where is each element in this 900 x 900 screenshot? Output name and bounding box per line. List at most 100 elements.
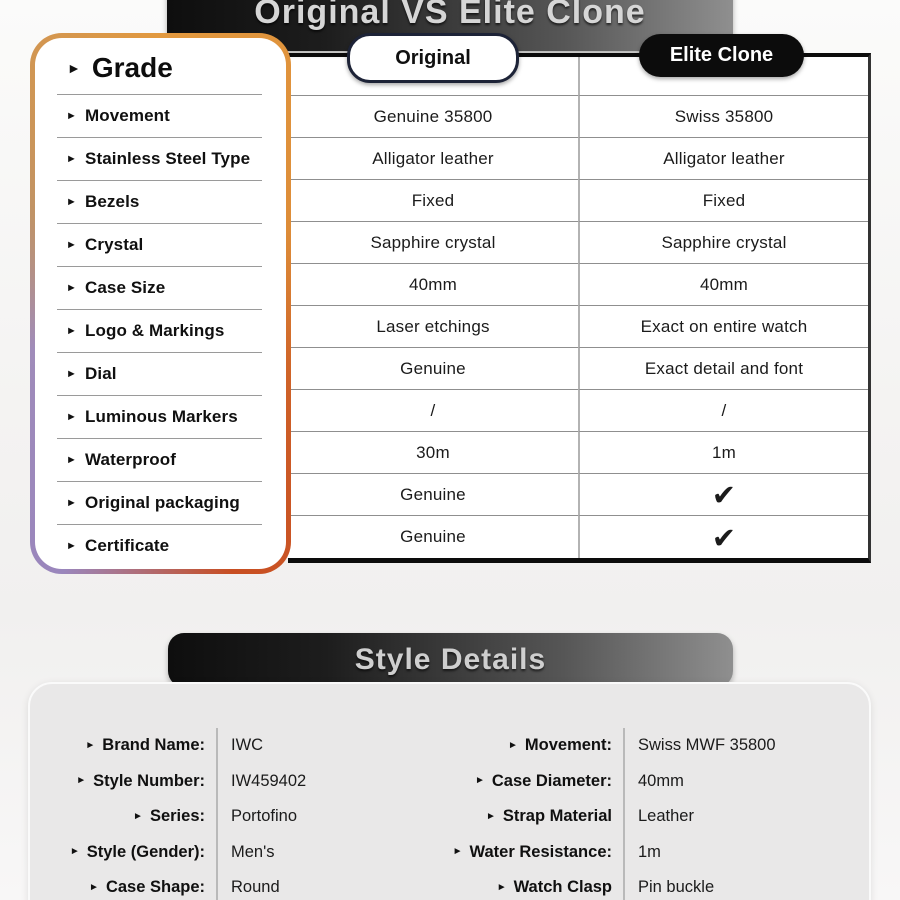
detail-value: IW459402: [216, 763, 446, 799]
grade-panel: ► Grade ► Movement ► Stainless Steel Type ► B…: [30, 33, 291, 574]
detail-value: 1m: [623, 834, 848, 870]
triangle-bullet-icon: ►: [66, 539, 77, 552]
triangle-bullet-icon: ►: [452, 846, 463, 858]
grade-heading: ► Grade: [35, 42, 286, 94]
triangle-bullet-icon: ►: [85, 739, 96, 751]
original-value-cell: 40mm: [288, 264, 578, 306]
grade-item: ► Movement: [57, 94, 262, 137]
triangle-bullet-icon: ►: [89, 881, 99, 893]
style-details-left-column: ► Brand Name: IWC ► Style Number: IW459402 ► Se…: [46, 728, 446, 900]
triangle-bullet-icon: ►: [133, 810, 143, 822]
triangle-bullet-icon: ►: [485, 810, 496, 822]
original-value-cell: Alligator leather: [288, 138, 578, 180]
grade-item-label: Case Size: [85, 278, 166, 297]
style-details-right-column: ► Movement: Swiss MWF 35800 ► Case Diameter:…: [440, 728, 848, 900]
original-value-cell: Genuine: [288, 348, 578, 390]
original-value-cell: Sapphire crystal: [288, 222, 578, 264]
detail-label-cell: ► Style Number:: [46, 764, 216, 800]
detail-label: Strap Material: [502, 807, 612, 826]
original-value-cell: 30m: [288, 432, 578, 474]
original-column-label: Original: [395, 46, 471, 69]
detail-label-cell: ► Movement:: [440, 728, 623, 764]
triangle-bullet-icon: ►: [66, 109, 77, 122]
elite-clone-column-label: Elite Clone: [669, 44, 774, 66]
detail-label-cell: ► Style (Gender):: [46, 835, 216, 871]
triangle-bullet-icon: ►: [66, 453, 77, 466]
detail-value: IWC: [216, 728, 446, 764]
triangle-bullet-icon: ►: [66, 410, 77, 423]
grade-item: ► Stainless Steel Type: [57, 137, 262, 180]
triangle-bullet-icon: ►: [69, 846, 80, 858]
detail-label: Water Resistance:: [469, 842, 612, 861]
detail-label: Case Shape:: [105, 878, 205, 897]
comparison-table: Genuine 35800 Swiss 35800 Alligator leathe…: [288, 53, 871, 563]
grade-item-label: Luminous Markers: [85, 407, 238, 426]
triangle-bullet-icon: ►: [66, 324, 77, 337]
detail-value: 40mm: [623, 763, 848, 799]
grade-heading-label: Grade: [91, 52, 173, 83]
grade-item-label: Movement: [85, 106, 170, 125]
grade-panel-inner: ► Grade ► Movement ► Stainless Steel Type ► B…: [35, 38, 286, 569]
comparison-table-body: Genuine 35800 Swiss 35800 Alligator leathe…: [288, 57, 868, 558]
clone-value-cell: /: [578, 390, 868, 432]
triangle-bullet-icon: ►: [66, 152, 77, 165]
clone-value-cell: 1m: [578, 432, 868, 474]
detail-label: Style (Gender):: [86, 842, 205, 861]
detail-label-cell: ► Brand Name:: [46, 728, 216, 764]
triangle-bullet-icon: ►: [66, 195, 77, 208]
clone-value-cell: Exact detail and font: [578, 348, 868, 390]
clone-value-cell: ✔: [578, 516, 868, 558]
triangle-bullet-icon: ►: [66, 496, 77, 509]
elite-clone-column-badge: Elite Clone: [639, 34, 804, 77]
clone-value-cell: 40mm: [578, 264, 868, 306]
grade-item: ► Waterproof: [57, 438, 262, 481]
clone-value-cell: Sapphire crystal: [578, 222, 868, 264]
grade-item-label: Original packaging: [85, 493, 240, 512]
grade-item-label: Bezels: [85, 192, 140, 211]
detail-label-cell: ► Watch Clasp: [440, 870, 623, 900]
detail-value: Leather: [623, 799, 848, 835]
detail-label: Brand Name:: [102, 736, 205, 755]
original-value-cell: /: [288, 390, 578, 432]
grade-item: ► Crystal: [57, 223, 262, 266]
clone-value-cell: Fixed: [578, 180, 868, 222]
detail-label: Watch Clasp: [513, 878, 612, 897]
triangle-bullet-icon: ►: [496, 881, 507, 893]
detail-value: Men's: [216, 834, 446, 870]
grade-item-label: Crystal: [85, 235, 144, 254]
grade-item-label: Stainless Steel Type: [85, 149, 251, 168]
style-details-card: ► Brand Name: IWC ► Style Number: IW459402 ► Se…: [28, 682, 871, 900]
grade-item: ► Logo & Markings: [57, 309, 262, 352]
detail-label-cell: ► Case Shape:: [46, 870, 216, 900]
original-value-cell: Fixed: [288, 180, 578, 222]
detail-label: Case Diameter:: [491, 771, 612, 790]
detail-value: Pin buckle: [623, 870, 848, 900]
original-value-cell: Genuine: [288, 474, 578, 516]
grade-item-label: Certificate: [85, 536, 170, 555]
detail-value: Swiss MWF 35800: [623, 728, 848, 764]
detail-label-cell: ► Water Resistance:: [440, 835, 623, 871]
triangle-bullet-icon: ►: [67, 60, 81, 76]
detail-label: Movement:: [524, 736, 612, 755]
grade-item-label: Waterproof: [85, 450, 177, 469]
triangle-bullet-icon: ►: [474, 775, 485, 787]
original-value-cell: Laser etchings: [288, 306, 578, 348]
detail-value: Round: [216, 870, 446, 900]
clone-value-cell: Swiss 35800: [578, 96, 868, 138]
style-details-title: Style Details: [354, 643, 547, 676]
detail-label-cell: ► Strap Material: [440, 799, 623, 835]
grade-item-list: ► Movement ► Stainless Steel Type ► Bezels ► Cr…: [35, 94, 286, 567]
grade-item: ► Bezels: [57, 180, 262, 223]
triangle-bullet-icon: ►: [66, 367, 77, 380]
detail-label-cell: ► Case Diameter:: [440, 764, 623, 800]
triangle-bullet-icon: ►: [76, 775, 87, 787]
grade-item: ► Original packaging: [57, 481, 262, 524]
original-column-badge: Original: [347, 33, 519, 83]
grade-item: ► Certificate: [57, 524, 262, 567]
grade-item-label: Logo & Markings: [85, 321, 225, 340]
triangle-bullet-icon: ►: [66, 281, 77, 294]
clone-value-cell: Alligator leather: [578, 138, 868, 180]
style-details-banner: Style Details: [168, 633, 733, 687]
triangle-bullet-icon: ►: [508, 739, 518, 751]
